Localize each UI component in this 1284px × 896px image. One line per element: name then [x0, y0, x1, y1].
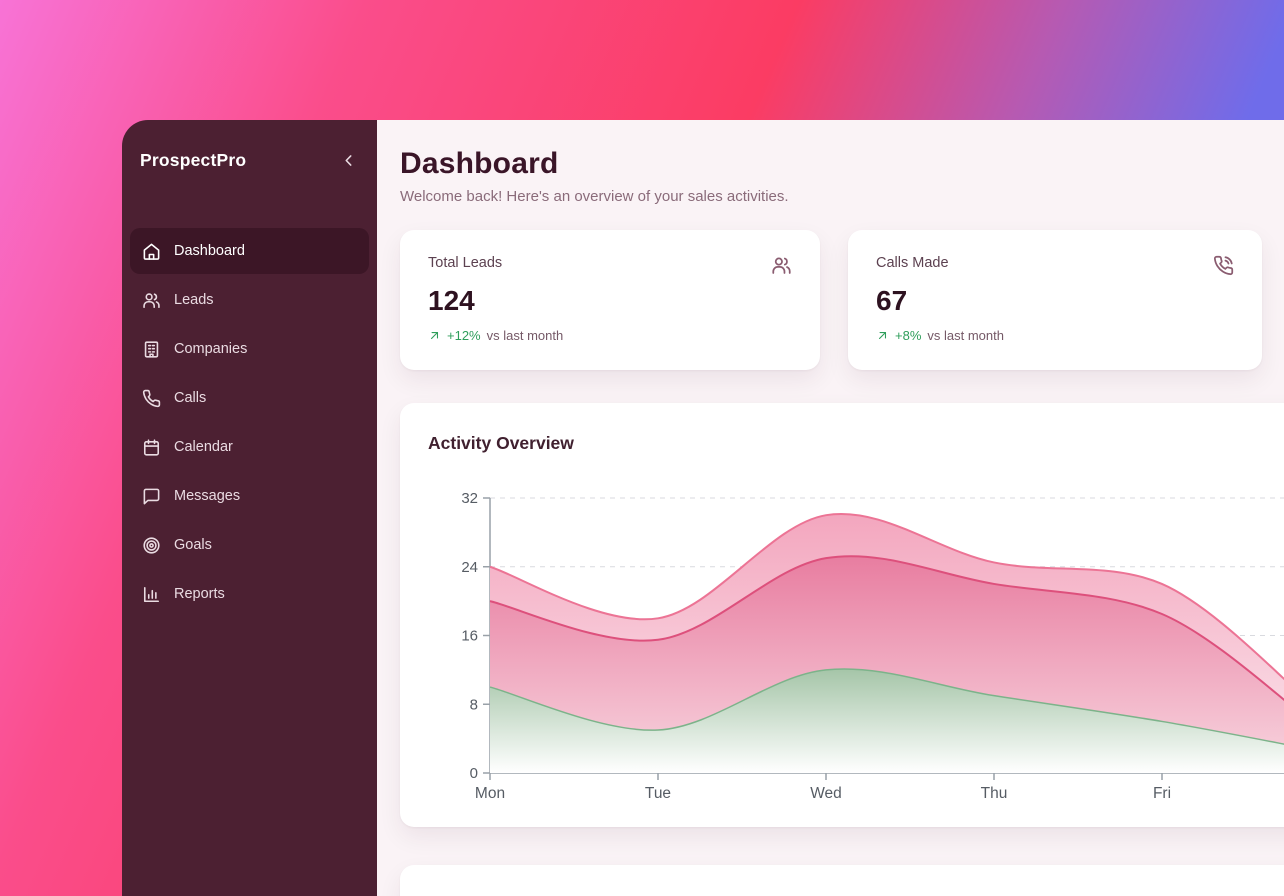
sidebar-item-label: Goals: [174, 537, 212, 553]
sidebar-nav: Dashboard Leads Companies Calls Calendar Mess…: [130, 228, 369, 617]
sidebar-item-companies[interactable]: Companies: [130, 326, 369, 372]
app-window: ProspectPro Dashboard Leads Companies Calls…: [122, 120, 1284, 896]
arrow-up-right-icon: [876, 329, 889, 342]
sidebar-item-calls[interactable]: Calls: [130, 375, 369, 421]
trend-percent: +8%: [895, 328, 922, 343]
sidebar-item-messages[interactable]: Messages: [130, 473, 369, 519]
chevron-left-icon: [339, 151, 358, 170]
sidebar-item-label: Reports: [174, 586, 225, 602]
svg-text:0: 0: [470, 765, 478, 782]
users-icon: [142, 291, 161, 310]
stat-label: Calls Made: [876, 255, 949, 271]
sidebar-item-reports[interactable]: Reports: [130, 571, 369, 617]
stat-value: 67: [876, 285, 908, 316]
sidebar-item-label: Calendar: [174, 439, 233, 455]
stat-label: Total Leads: [428, 255, 503, 271]
main-content: Dashboard Welcome back! Here's an overvi…: [377, 120, 1284, 896]
phone-icon: [142, 389, 161, 408]
sidebar-item-label: Calls: [174, 390, 207, 406]
page-title: Dashboard: [400, 147, 559, 180]
sidebar: ProspectPro Dashboard Leads Companies Calls…: [122, 120, 377, 896]
stat-value: 124: [428, 285, 475, 316]
area-green-area: [490, 669, 1284, 773]
line-inner-pink-band: [489, 555, 1284, 702]
line-outer-pink-band: [489, 512, 1284, 681]
svg-text:16: 16: [461, 628, 478, 645]
sidebar-item-dashboard[interactable]: Dashboard: [130, 228, 369, 274]
home-icon: [142, 242, 161, 261]
svg-text:24: 24: [461, 559, 478, 576]
svg-text:Tue: Tue: [645, 785, 671, 802]
chart-title: Activity Overview: [428, 433, 574, 453]
svg-text:Wed: Wed: [810, 785, 842, 802]
svg-text:Fri: Fri: [1153, 785, 1171, 802]
activity-overview-chart: 0 8 16 24 32 Mon Tue Wed Thu Fri: [461, 490, 1284, 802]
stat-card-calls-made: Calls Made 67 +8% vs last month: [848, 230, 1262, 370]
svg-text:8: 8: [470, 696, 478, 713]
stat-card-total-leads: Total Leads 124 +12% vs last month: [400, 230, 820, 370]
sidebar-item-label: Leads: [174, 292, 214, 308]
svg-text:Thu: Thu: [981, 785, 1008, 802]
arrow-up-right-icon: [428, 329, 441, 342]
stat-trend: +8% vs last month: [876, 328, 1234, 343]
page-subtitle: Welcome back! Here's an overview of your…: [400, 188, 789, 205]
sidebar-item-goals[interactable]: Goals: [130, 522, 369, 568]
users-icon: [771, 255, 792, 276]
sidebar-collapse-button[interactable]: [337, 149, 359, 171]
trend-note: vs last month: [927, 328, 1004, 343]
stats-row: Total Leads 124 +12% vs last month Calls Mad…: [400, 230, 1284, 370]
stat-trend: +12% vs last month: [428, 328, 792, 343]
trend-percent: +12%: [447, 328, 481, 343]
trend-note: vs last month: [486, 328, 564, 343]
sidebar-item-label: Messages: [174, 488, 241, 504]
building-icon: [142, 340, 161, 359]
brand-logo: ProspectPro: [140, 149, 247, 170]
svg-text:32: 32: [461, 490, 478, 507]
sidebar-item-label: Companies: [174, 341, 248, 357]
partial-card-below: [400, 865, 1284, 896]
stat-card-header: Calls Made: [876, 255, 1234, 276]
sidebar-header: ProspectPro: [130, 148, 369, 172]
phone-call-icon: [1213, 255, 1234, 276]
sidebar-item-label: Dashboard: [174, 243, 245, 259]
bar-chart-icon: [142, 585, 161, 604]
stat-card-header: Total Leads: [428, 255, 792, 276]
sidebar-item-leads[interactable]: Leads: [130, 277, 369, 323]
message-square-icon: [142, 487, 161, 506]
target-icon: [142, 536, 161, 555]
calendar-icon: [142, 438, 161, 457]
sidebar-item-calendar[interactable]: Calendar: [130, 424, 369, 470]
activity-overview-card: Activity Overview 0 8 16 24 32 Mon Tue Wed Thu Fr…: [400, 403, 1284, 827]
line-green-area: [489, 668, 1284, 745]
svg-text:Mon: Mon: [475, 785, 505, 802]
